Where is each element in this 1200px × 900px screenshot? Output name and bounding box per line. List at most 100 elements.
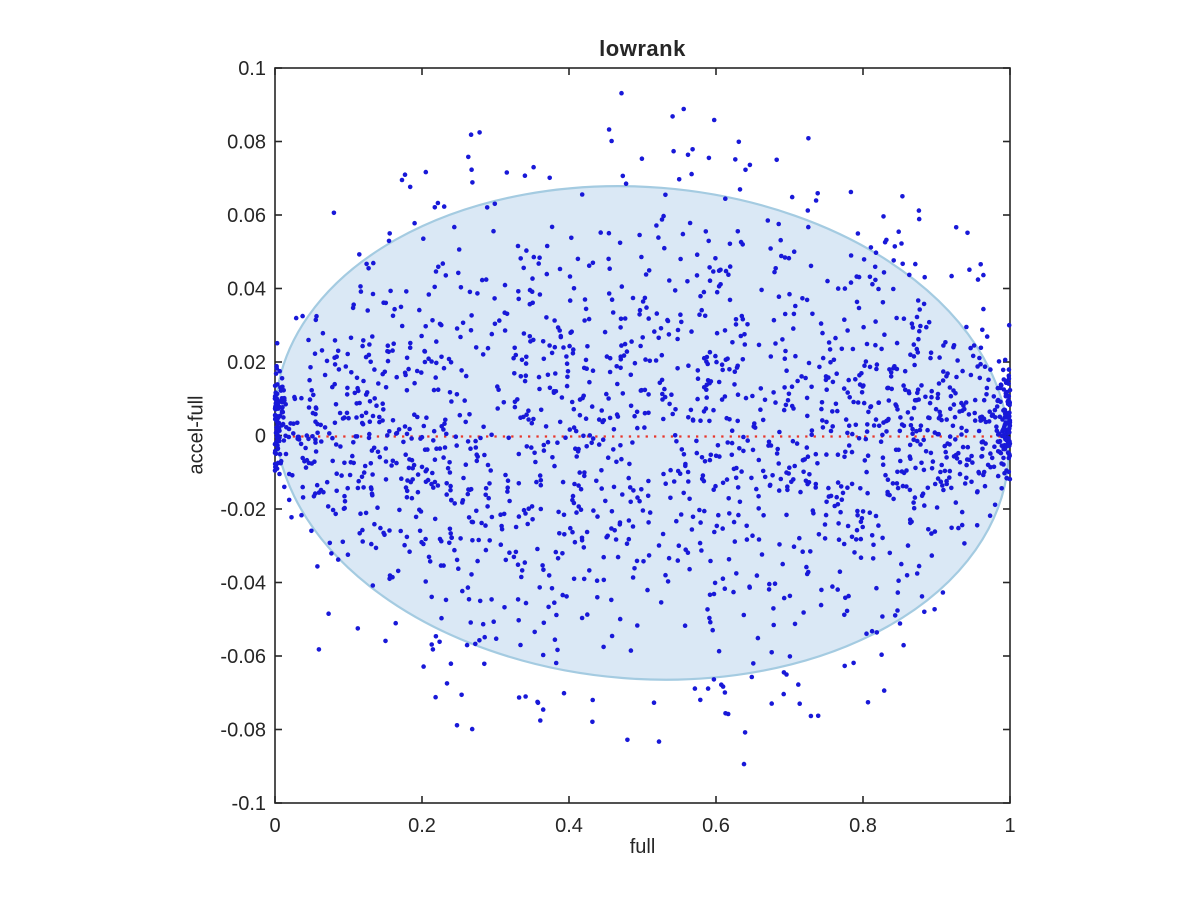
scatter-point [960, 408, 965, 414]
scatter-point [485, 504, 490, 509]
scatter-point [438, 563, 444, 568]
scatter-point [708, 452, 714, 458]
scatter-point [845, 390, 850, 395]
scatter-point [602, 329, 608, 335]
scatter-point [583, 306, 589, 312]
scatter-point [516, 451, 522, 457]
scatter-point [360, 527, 365, 533]
scatter-point [896, 229, 901, 234]
scatter-point [976, 428, 982, 434]
scatter-point [560, 551, 565, 556]
scatter-point [731, 519, 737, 525]
scatter-point [689, 527, 695, 532]
scatter-point [404, 488, 410, 494]
scatter-point [326, 611, 331, 616]
scatter-point [671, 479, 677, 484]
scatter-point [345, 385, 350, 391]
scatter-point [961, 403, 966, 408]
scatter-point [572, 539, 578, 545]
scatter-point [349, 370, 354, 375]
scatter-point [975, 364, 980, 369]
scatter-point [615, 554, 621, 560]
scatter-point [408, 340, 413, 346]
scatter-point [784, 470, 789, 475]
scatter-point [864, 429, 870, 434]
scatter-point [282, 484, 287, 490]
scatter-point [962, 541, 967, 546]
scatter-point [642, 295, 648, 301]
scatter-point [313, 419, 318, 425]
scatter-point [662, 386, 667, 392]
scatter-point [789, 194, 795, 200]
scatter-point [1006, 393, 1012, 399]
scatter-point [707, 349, 713, 355]
scatter-point [524, 354, 529, 360]
scatter-point [552, 344, 558, 350]
scatter-point [495, 406, 501, 411]
scatter-point [930, 459, 936, 464]
scatter-point [797, 535, 802, 541]
scatter-point [331, 210, 337, 216]
scatter-point [621, 353, 627, 358]
scatter-point [501, 400, 507, 405]
scatter-point [912, 495, 918, 500]
scatter-point [484, 205, 490, 210]
scatter-point [336, 367, 342, 372]
scatter-point [658, 326, 664, 331]
scatter-point [723, 711, 728, 716]
scatter-point [552, 637, 558, 642]
scatter-point [519, 357, 525, 363]
scatter-point [967, 267, 972, 273]
x-tick-label: 0.6 [702, 815, 730, 837]
scatter-point [355, 626, 361, 631]
scatter-point [891, 365, 896, 371]
scatter-point [842, 286, 848, 291]
scatter-point [932, 529, 938, 534]
scatter-point [544, 271, 550, 277]
scatter-point [872, 264, 878, 270]
scatter-point [463, 462, 469, 468]
scatter-point [914, 314, 920, 320]
scatter-point [385, 433, 390, 438]
scatter-point [980, 446, 985, 452]
scatter-point [819, 406, 824, 412]
scatter-point [935, 476, 941, 481]
scatter-point [856, 305, 862, 311]
scatter-point [775, 446, 780, 452]
scatter-point [681, 490, 686, 496]
scatter-point [611, 484, 617, 490]
scatter-point [453, 434, 459, 440]
scatter-point [976, 469, 981, 475]
scatter-point [624, 541, 630, 546]
scatter-point [835, 408, 840, 414]
scatter-point [900, 483, 906, 489]
scatter-point [741, 761, 747, 767]
scatter-point [344, 392, 350, 397]
scatter-point [545, 439, 551, 445]
scatter-point [392, 306, 397, 312]
scatter-point [577, 412, 583, 418]
scatter-point [629, 339, 634, 344]
scatter-point [880, 455, 886, 461]
scatter-point [860, 524, 865, 530]
scatter-point [658, 600, 664, 605]
scatter-point [522, 173, 528, 178]
scatter-point [678, 312, 683, 318]
scatter-point [519, 574, 524, 580]
scatter-point [841, 386, 847, 391]
scatter-point [628, 403, 634, 409]
scatter-point [474, 508, 479, 514]
scatter-point [407, 345, 413, 351]
scatter-point [526, 408, 531, 414]
scatter-point [822, 522, 828, 527]
scatter-point [859, 516, 865, 521]
scatter-point [582, 318, 587, 323]
scatter-point [940, 483, 945, 488]
scatter-point [552, 600, 557, 605]
scatter-point [407, 549, 412, 554]
scatter-point [456, 247, 462, 252]
scatter-point [750, 533, 755, 538]
scatter-point [546, 573, 552, 578]
scatter-point [589, 404, 595, 409]
scatter-point [876, 423, 882, 429]
